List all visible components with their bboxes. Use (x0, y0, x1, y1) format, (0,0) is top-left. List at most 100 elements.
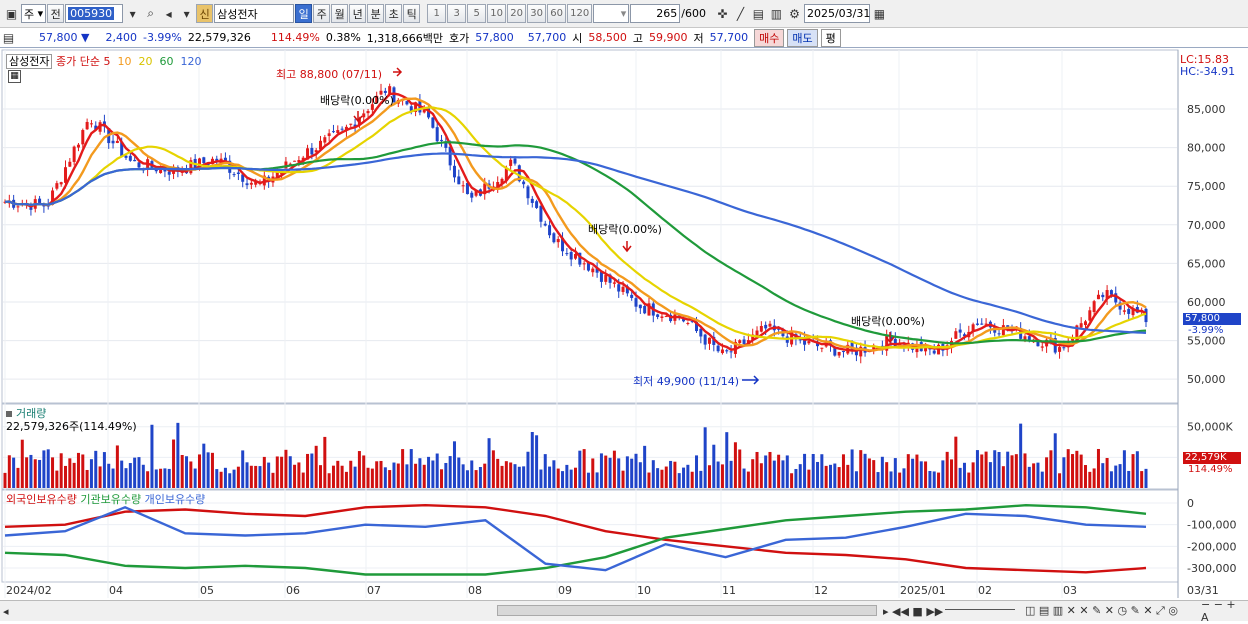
nav-controls-icon[interactable]: ▸ ◀◀ ■ ▶▶ (883, 604, 944, 618)
volume-bar (569, 469, 573, 488)
draw-line-icon[interactable]: ╱ (736, 6, 745, 21)
candle-body (975, 323, 979, 325)
candle-body (1105, 290, 1109, 299)
x-tick-label: 07 (367, 584, 381, 597)
volume-bar (206, 452, 210, 488)
volume-bar (25, 457, 29, 488)
volume-bar (993, 450, 997, 488)
volume-bar (764, 455, 768, 488)
search-icon[interactable]: ⌕ (147, 6, 155, 20)
volume-bar (595, 472, 599, 488)
step-120-button[interactable]: 120 (567, 4, 593, 23)
stock-code-input[interactable]: 005930 (65, 4, 124, 23)
indiv-holdings-line (4, 506, 1147, 572)
volume-bar (703, 427, 707, 488)
calendar-icon[interactable]: ▦ (873, 6, 886, 21)
gear-icon[interactable]: ⚙ (789, 6, 800, 21)
period-minute-button[interactable]: 분 (367, 4, 385, 23)
bottom-scrollbar[interactable]: ◂ ▸ ◀◀ ■ ▶▶ ◫ ▤ ▥ ✕ ✕ ✎ ✕ ◷ ✎ ✕ ⤢ ◎ − − … (0, 598, 1248, 624)
volume-bar (383, 467, 387, 488)
table-icon[interactable]: ▤ (2, 30, 15, 45)
candle-body (742, 339, 746, 344)
dropdown-arrow-icon[interactable]: ▾ (129, 6, 136, 21)
buy-button[interactable]: 매수 (754, 28, 785, 47)
low-price: 57,700 (709, 31, 749, 44)
period-second-button[interactable]: 초 (385, 4, 403, 23)
candle-body (586, 263, 590, 271)
stock-name-field[interactable]: 삼성전자 (214, 4, 295, 23)
dividend-annotation-3: 배당락(0.00%) (851, 315, 925, 328)
dividend-arrow (622, 241, 632, 253)
zoom-icons[interactable]: − − + A (1201, 598, 1236, 624)
candle-body (509, 159, 513, 166)
market-select[interactable]: 주 ▾ (21, 4, 47, 23)
period-month-button[interactable]: 월 (331, 4, 349, 23)
volume-bar (958, 467, 962, 488)
ma120-line (4, 152, 1147, 334)
chart-area[interactable]: 85,000 80,000 75,000 70,000 65,000 60,000 55,0… (0, 48, 1248, 600)
volume-bar (647, 472, 651, 488)
volume-bar (1053, 433, 1057, 488)
candle-body (314, 150, 318, 153)
prev-button[interactable]: 전 (47, 4, 65, 23)
holdings-tick-label: 0 (1187, 497, 1194, 510)
candle-body (971, 324, 975, 332)
date-input[interactable]: 2025/03/31 (803, 4, 870, 23)
volume-bar (366, 467, 370, 488)
window-icon[interactable]: ▣ (5, 6, 18, 21)
legend-ma120: 120 (180, 55, 202, 68)
volume-bar (612, 450, 616, 488)
period-day-button[interactable]: 일 (295, 4, 313, 23)
dividend-arrow (885, 332, 895, 344)
candle-body (561, 237, 565, 252)
zoom-slider[interactable] (945, 609, 1015, 613)
calc-icon[interactable]: ▦ (8, 70, 21, 83)
split-icon[interactable]: ▤ (752, 6, 765, 21)
step-1-button[interactable]: 1 (427, 4, 447, 23)
volume-bar (167, 468, 171, 488)
volume-bar (630, 458, 634, 488)
cross-tool-icon[interactable]: ✜ (717, 6, 728, 21)
candle-body (984, 323, 988, 325)
volume-bar (980, 454, 984, 488)
volume-bar (785, 455, 789, 488)
current-price: 57,800 ▼ (39, 31, 90, 44)
scroll-thumb[interactable] (497, 605, 877, 616)
period-year-button[interactable]: 년 (349, 4, 367, 23)
volume-bar (474, 470, 478, 488)
volume-bar (621, 470, 625, 488)
volume-bar (440, 469, 444, 488)
count-input[interactable]: 265 (630, 4, 681, 23)
menu-arrow-icon[interactable]: ▾ (183, 6, 190, 21)
step-custom-input[interactable]: ▾ (593, 4, 630, 23)
candle-body (997, 333, 1001, 335)
save-icon[interactable]: ▥ (770, 6, 783, 21)
eval-button[interactable]: 평 (820, 28, 841, 47)
volume-bar (232, 469, 236, 488)
volume-bar (128, 463, 132, 488)
step-5-button[interactable]: 5 (467, 4, 487, 23)
step-10-button[interactable]: 10 (487, 4, 507, 23)
volume-bar (435, 453, 439, 488)
candle-body (440, 139, 444, 141)
tool-icons[interactable]: ◫ ▤ ▥ ✕ ✕ ✎ ✕ ◷ ✎ ✕ ⤢ ◎ (1025, 604, 1178, 617)
step-20-button[interactable]: 20 (507, 4, 527, 23)
volume-bar (223, 467, 227, 488)
volume-bar (638, 462, 642, 488)
step-60-button[interactable]: 60 (547, 4, 567, 23)
new-button[interactable]: 신 (196, 4, 214, 23)
volume-bar (427, 456, 431, 488)
candle-body (885, 335, 889, 351)
step-30-button[interactable]: 30 (527, 4, 547, 23)
volume-bar (790, 473, 794, 488)
volume-bar (1131, 454, 1135, 488)
candle-body (457, 176, 461, 185)
period-week-button[interactable]: 주 (313, 4, 331, 23)
volume-bar (1079, 454, 1083, 488)
speaker-icon[interactable]: ◂ (165, 6, 172, 21)
scroll-left-icon[interactable]: ◂ (3, 604, 9, 618)
step-3-button[interactable]: 3 (447, 4, 467, 23)
period-tick-button[interactable]: 틱 (403, 4, 421, 23)
sell-button[interactable]: 매도 (787, 28, 818, 47)
volume-bar (548, 466, 552, 488)
